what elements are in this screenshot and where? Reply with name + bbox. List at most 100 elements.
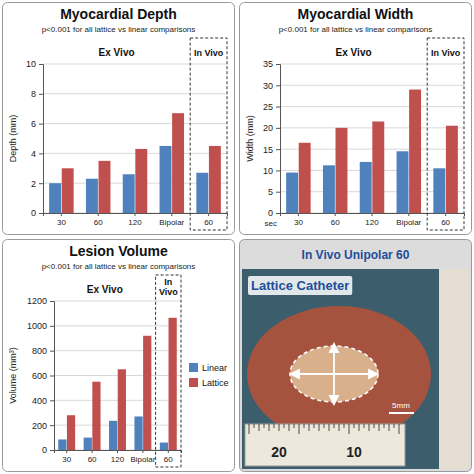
- bar: [86, 179, 98, 213]
- y-tick-label: 20: [263, 123, 273, 133]
- chart-subtitle: p<0.001 for all lattice vs linear compar…: [279, 25, 433, 34]
- ruler-tick: [344, 424, 345, 428]
- x-tick-label: 60: [331, 218, 340, 227]
- tissue: [247, 306, 431, 442]
- y-tick-label: 600: [32, 371, 47, 381]
- ruler-tick: [299, 424, 300, 434]
- y-tick-label: 8: [31, 89, 36, 99]
- y-tick-label: 30: [263, 81, 273, 91]
- y-tick: 6: [31, 119, 43, 129]
- bar: [409, 90, 421, 213]
- y-tick-mark: [50, 376, 54, 377]
- legend-label: Linear: [202, 363, 227, 373]
- grid: [43, 64, 227, 213]
- bar: [209, 146, 221, 213]
- in-vivo-label: In Vivo: [194, 48, 224, 58]
- x-tick: Bipolar: [396, 213, 421, 227]
- bar: [49, 183, 61, 213]
- ruler-label: 20: [271, 444, 287, 460]
- y-tick-mark: [50, 351, 54, 352]
- figure: Myocardial Depthp<0.001 for all lattice …: [0, 0, 474, 474]
- grid-line: [43, 123, 227, 124]
- in-vivo-box: [427, 38, 464, 230]
- ruler-tick: [249, 424, 250, 434]
- grid-line: [54, 400, 181, 401]
- x-tick: 30: [57, 213, 66, 227]
- ruler-tick: [384, 424, 385, 428]
- y-tick: 800: [32, 346, 54, 356]
- y-tick-label: 6: [31, 119, 36, 129]
- y-axis: 0246810: [26, 59, 44, 218]
- photo-title: In Vivo Unipolar 60: [302, 248, 410, 262]
- ruler-tick: [374, 424, 375, 428]
- bar: [323, 165, 335, 213]
- x-tick-label: Bipolar: [130, 455, 155, 464]
- y-axis-title: Depth (mm): [8, 115, 18, 163]
- chart-title: Myocardial Width: [298, 6, 414, 22]
- ruler-tick: [264, 424, 265, 428]
- y-tick-label: 10: [263, 166, 273, 176]
- y-tick: 2: [31, 179, 43, 189]
- x-tick: 120: [111, 450, 125, 464]
- x-tick-mark: [168, 450, 169, 453]
- y-tick: 400: [32, 396, 54, 406]
- ruler: [245, 424, 405, 466]
- x-tick-label: 120: [128, 218, 142, 227]
- bar: [67, 415, 75, 450]
- ruler-tick: [319, 424, 320, 431]
- bar: [92, 382, 100, 450]
- grid-line: [280, 127, 464, 128]
- bar: [123, 174, 135, 213]
- ruler-tick: [304, 424, 305, 428]
- legend-item: Lattice: [189, 378, 229, 388]
- y-tick-mark: [276, 85, 280, 86]
- ruler-tick: [369, 424, 370, 431]
- y-tick: 0: [31, 208, 43, 218]
- x-tick-label: 60: [88, 455, 97, 464]
- legend: Linear Lattice: [189, 363, 229, 388]
- ruler-tick: [324, 424, 325, 428]
- bars: [286, 90, 458, 213]
- grid-line: [280, 106, 464, 107]
- ruler-tick: [279, 424, 280, 431]
- y-tick: 5: [268, 187, 280, 197]
- panel-frame: [3, 3, 235, 235]
- x-tick: 60: [204, 213, 213, 227]
- ruler-tick: [294, 424, 295, 428]
- ruler-tick: [274, 424, 275, 428]
- x-tick-mark: [298, 213, 299, 216]
- ruler-tick: [314, 424, 315, 428]
- y-tick-mark: [276, 170, 280, 171]
- y-tick: 10: [263, 166, 280, 176]
- x-tick-mark: [61, 213, 62, 216]
- y-tick: 8: [31, 89, 43, 99]
- y-tick-label: 0: [42, 445, 47, 455]
- y-tick: 20: [263, 123, 280, 133]
- grid-line: [54, 325, 181, 326]
- x-tick-mark: [445, 213, 446, 216]
- y-tick-label: 15: [263, 145, 273, 155]
- y-tick-label: 2: [31, 179, 36, 189]
- x-tick-mark: [117, 450, 118, 453]
- grid-line: [54, 301, 181, 302]
- y-tick-mark: [39, 213, 43, 214]
- x-tick-label: 120: [365, 218, 379, 227]
- chart-title: Lesion Volume: [69, 243, 168, 259]
- grid-line: [280, 64, 464, 65]
- ex-vivo-label: Ex Vivo: [99, 47, 135, 58]
- y-tick: 0: [268, 208, 280, 218]
- lesion: [290, 346, 378, 402]
- y-tick: 1000: [27, 321, 54, 331]
- bar: [446, 126, 458, 213]
- ruler-tick: [339, 424, 340, 431]
- ruler-tick: [259, 424, 260, 431]
- in-vivo-line: Vivo: [159, 287, 178, 297]
- y-tick-mark: [276, 128, 280, 129]
- bar: [160, 146, 172, 213]
- ruler-tick: [329, 424, 330, 431]
- ruler-tick: [354, 424, 355, 428]
- x-tick: 60: [441, 213, 450, 227]
- ex-vivo-label: Ex Vivo: [87, 284, 123, 295]
- ruler-tick: [269, 424, 270, 431]
- photo-panel: In Vivo Unipolar 6020105mmLattice Cathet…: [240, 240, 472, 472]
